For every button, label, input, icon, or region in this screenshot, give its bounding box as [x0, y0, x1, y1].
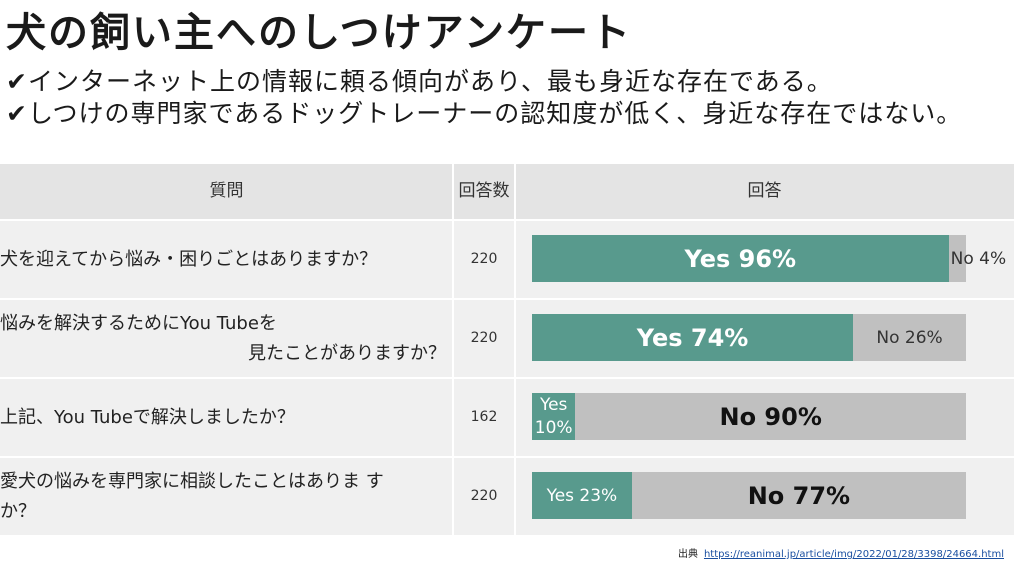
source-note: 出典 https://reanimal.jp/article/img/2022/0… [678, 545, 1004, 560]
data-label-no: No 4% [950, 248, 1007, 269]
response-count: 162 [470, 409, 498, 425]
summary-bullets: ✔インターネット上の情報に頼る傾向があり、最も身近な存在である。 ✔しつけの専門… [6, 66, 962, 130]
bar-segment-no [948, 235, 966, 282]
bar-segment-yes [532, 393, 576, 440]
bar-segment-no [575, 393, 966, 440]
table-row: 愛犬の悩みを専門家に相談したことはありま すか？ 220 Yes 23% No 77% [0, 458, 1014, 537]
header-answer: 回答 [747, 181, 782, 201]
question-text: 上記、You Tubeで解決しましたか？ [0, 406, 295, 428]
source-link[interactable]: https://reanimal.jp/article/img/2022/01/… [703, 549, 1004, 560]
header-question: 質問 [209, 181, 244, 201]
stacked-bar: Yes 74% No 26% [532, 314, 966, 361]
bar-segment-no [631, 472, 966, 519]
response-count: 220 [470, 330, 498, 346]
data-label-no: No 90% [719, 402, 822, 431]
bar-segment-yes [532, 314, 854, 361]
data-label-yes: Yes 74% [636, 323, 749, 352]
question-cell: 犬を迎えてから悩み・困りごとはありますか？ [0, 221, 448, 298]
data-label-yes: Yes 96% [684, 244, 797, 273]
question-text: 愛犬の悩みを専門家に相談したことはありま す [0, 470, 384, 492]
table-body: 犬を迎えてから悩み・困りごとはありますか？ 220 Yes 96% No 4% 悩みを解… [0, 221, 1014, 537]
question-text: 見たことがありますか？ [248, 342, 446, 364]
table-row: 犬を迎えてから悩み・困りごとはありますか？ 220 Yes 96% No 4% [0, 221, 1014, 300]
bullet-1: ✔インターネット上の情報に頼る傾向があり、最も身近な存在である。 [6, 67, 833, 96]
question-text: 犬を迎えてから悩み・困りごとはありますか？ [0, 248, 378, 270]
stacked-bar: Yes 23% No 77% [532, 472, 966, 519]
bar-segment-yes [532, 235, 949, 282]
data-label-yes: Yes 23% [546, 485, 618, 506]
page-title: 犬の飼い主へのしつけアンケート [6, 10, 632, 56]
stacked-bar: Yes 10% No 90% [532, 393, 966, 440]
response-count: 220 [470, 488, 498, 504]
survey-table: 質問 回答数 回答 犬を迎えてから悩み・困りごとはありますか？ 220 Yes 96… [0, 164, 1014, 537]
question-text: か？ [0, 500, 36, 522]
data-label-yes: Yes 10% [532, 393, 575, 440]
header-count: 回答数 [458, 181, 510, 201]
question-cell: 悩みを解決するためにYou Tubeを見たことがありますか？ [0, 300, 448, 377]
question-text: 悩みを解決するためにYou Tubeを [0, 312, 277, 334]
table-row: 悩みを解決するためにYou Tubeを見たことがありますか？ 220 Yes 74%… [0, 300, 1014, 379]
bar-segment-no [853, 314, 966, 361]
data-label-no: No 77% [747, 481, 851, 510]
table-header: 質問 回答数 回答 [0, 164, 1014, 221]
label-line-2: 10% [534, 417, 573, 438]
data-label-no: No 26% [876, 327, 943, 348]
stacked-bar: Yes 96% No 4% [532, 235, 1006, 282]
bullet-2: ✔しつけの専門家であるドッグトレーナーの認知度が低く、身近な存在ではない。 [6, 99, 963, 128]
question-cell: 上記、You Tubeで解決しましたか？ [0, 379, 448, 456]
question-cell: 愛犬の悩みを専門家に相談したことはありま すか？ [0, 458, 448, 535]
label-line-1: Yes [539, 394, 568, 415]
table-row: 上記、You Tubeで解決しましたか？ 162 Yes 10% No 90% [0, 379, 1014, 458]
bar-segment-yes [532, 472, 632, 519]
source-label: 出典 [677, 549, 698, 560]
response-count: 220 [470, 251, 498, 267]
